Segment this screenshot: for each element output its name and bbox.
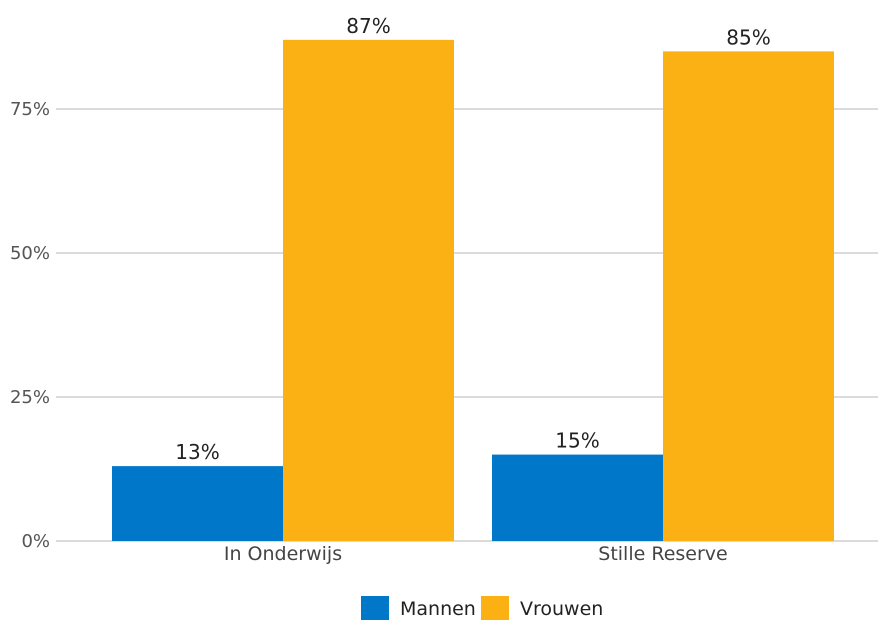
- bar-mannen-1: [492, 454, 663, 541]
- data-label: 15%: [555, 429, 599, 453]
- y-tick-label: 50%: [10, 243, 50, 264]
- legend-label-mannen: Mannen: [400, 598, 476, 620]
- bars: [112, 39, 834, 542]
- x-category-label: Stille Reserve: [598, 543, 727, 565]
- data-label: 85%: [726, 25, 770, 49]
- y-axis-ticks: 0% 25% 50% 75%: [10, 99, 50, 552]
- y-tick-label: 25%: [10, 387, 50, 408]
- x-axis-categories: In Onderwijs Stille Reserve: [224, 543, 728, 565]
- legend-swatch-vrouwen: [481, 596, 509, 620]
- bar-mannen-0: [112, 466, 283, 541]
- bar-vrouwen-1: [663, 51, 834, 542]
- y-tick-label: 0%: [21, 531, 50, 552]
- data-labels: 13% 87% 15% 85%: [175, 14, 770, 464]
- x-category-label: In Onderwijs: [224, 543, 342, 565]
- legend: Mannen Vrouwen: [361, 596, 603, 620]
- legend-label-vrouwen: Vrouwen: [520, 598, 603, 620]
- bar-vrouwen-0: [283, 39, 454, 541]
- data-label: 13%: [175, 440, 219, 464]
- legend-swatch-mannen: [361, 596, 389, 620]
- y-tick-label: 75%: [10, 99, 50, 120]
- data-label: 87%: [346, 14, 390, 38]
